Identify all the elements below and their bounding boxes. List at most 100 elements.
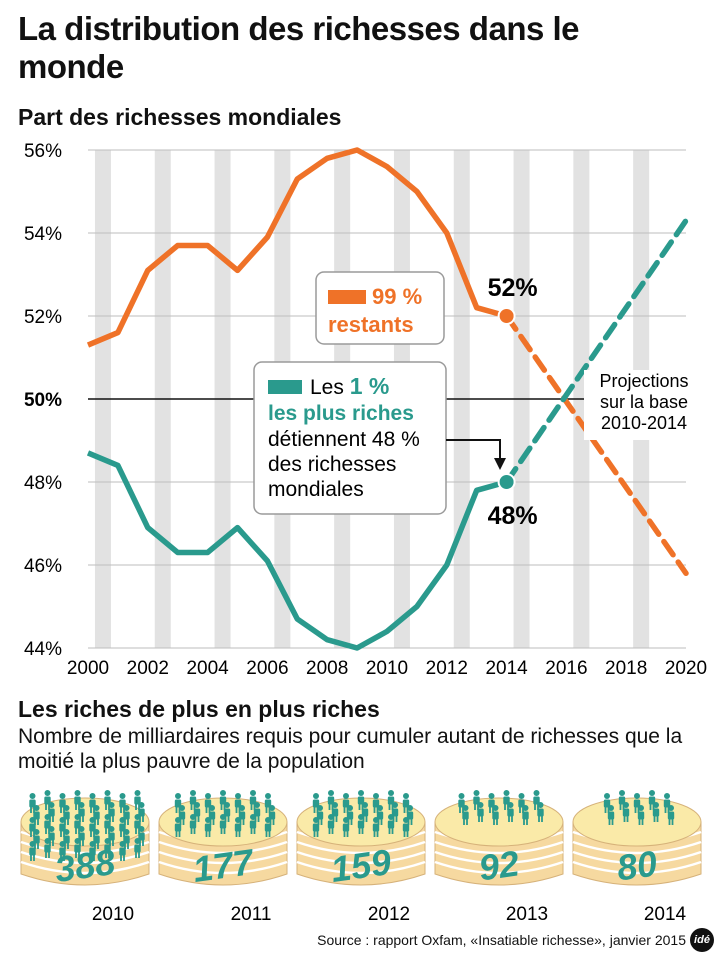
person-icon-leg (67, 843, 69, 849)
person-icon-body (204, 823, 212, 832)
person-icon-leg (403, 807, 406, 813)
person-icon-body (518, 799, 525, 808)
person-icon (653, 802, 659, 808)
callout-richest-text: des richesses (268, 453, 396, 476)
person-icon-body (249, 820, 257, 829)
person-icon-body (268, 811, 276, 820)
person-icon-leg (653, 816, 656, 822)
person-icon-body (48, 832, 55, 841)
person-icon-leg (496, 819, 498, 825)
legend-swatch-richest (268, 380, 302, 394)
person-icon-leg (358, 804, 361, 810)
person-icon-body (342, 799, 350, 808)
person-icon-leg (406, 807, 409, 813)
person-icon-leg (358, 828, 361, 834)
person-icon-leg (93, 807, 95, 813)
person-icon (638, 805, 644, 811)
x-tick-label: 2002 (127, 658, 169, 679)
person-icon-leg (105, 804, 107, 810)
person-icon-leg (67, 819, 69, 825)
person-icon-leg (265, 807, 268, 813)
projection-line-rest (503, 313, 689, 577)
person-icon-leg (224, 816, 227, 822)
person-icon-leg (138, 804, 140, 810)
person-icon (492, 805, 499, 811)
person-icon-leg (269, 819, 272, 825)
person-icon-leg (343, 807, 346, 813)
person-icon-leg (60, 807, 62, 813)
person-icon (119, 817, 126, 823)
person-icon-leg (90, 807, 92, 813)
person-icon-body (59, 847, 66, 856)
person-icon-leg (212, 819, 215, 825)
person-icon-body (342, 823, 350, 832)
person-icon-leg (272, 819, 275, 825)
person-icon (224, 802, 230, 808)
person-icon (205, 793, 211, 799)
billionaire-cake: 159 (296, 790, 426, 890)
billionaire-cake: 92 (434, 790, 564, 889)
person-icon-leg (79, 816, 81, 822)
person-icon (175, 793, 181, 799)
person-icon-body (193, 808, 201, 817)
person-icon (332, 802, 338, 808)
projection-note-text: sur la base (600, 392, 688, 412)
person-icon-leg (373, 807, 376, 813)
person-icon-leg (347, 819, 350, 825)
person-icon-leg (388, 804, 391, 810)
person-icon-leg (238, 831, 241, 837)
person-icon-body (234, 823, 242, 832)
projection-note-text: 2010-2014 (601, 413, 687, 433)
cake-year-label: 2013 (506, 904, 548, 925)
section2-description: Nombre de milliardaires requis pour cumu… (18, 725, 683, 773)
person-icon-leg (220, 804, 223, 810)
person-icon (138, 802, 145, 808)
person-icon (265, 817, 271, 823)
person-icon (649, 790, 655, 796)
person-icon-leg (37, 843, 39, 849)
callout-richest-line2: les plus riches (268, 402, 414, 425)
person-icon-leg (328, 828, 331, 834)
end-point-marker (497, 473, 516, 491)
person-icon (488, 793, 495, 799)
person-icon (533, 790, 540, 796)
person-icon-leg (667, 807, 670, 813)
person-icon (235, 817, 241, 823)
person-icon-leg (607, 807, 610, 813)
person-icon-body (402, 823, 410, 832)
cake-stripe (296, 850, 426, 865)
billionaire-cake: 177 (158, 790, 288, 890)
person-icon-leg (79, 840, 81, 846)
person-icon (254, 802, 260, 808)
value-label-bottom: 48% (488, 502, 538, 530)
person-icon-body (219, 796, 227, 805)
person-icon-body (119, 823, 126, 832)
person-icon-body (387, 820, 395, 829)
person-icon-leg (463, 819, 465, 825)
cake-stripe (20, 860, 150, 875)
person-icon-leg (668, 819, 671, 825)
person-icon-body (648, 796, 656, 805)
callout-richest-line1: Les 1 % (310, 373, 389, 399)
person-icon-body (134, 820, 141, 829)
person-icon-body (477, 808, 484, 817)
person-icon-body (89, 799, 96, 808)
cake-stripe (572, 860, 702, 875)
person-icon (44, 814, 51, 820)
person-icon-body (48, 808, 55, 817)
projection-note-bg (584, 370, 704, 440)
x-tick-label: 2012 (426, 658, 468, 679)
person-icon-leg (108, 852, 110, 858)
person-icon-body (507, 808, 514, 817)
person-icon (458, 793, 465, 799)
person-icon (93, 805, 100, 811)
person-icon-leg (190, 828, 193, 834)
person-icon-leg (78, 852, 80, 858)
person-icon-body (622, 808, 630, 817)
person-icon-body (93, 835, 100, 844)
person-icon-leg (138, 852, 140, 858)
person-icon (373, 817, 379, 823)
person-icon-leg (332, 816, 335, 822)
person-icon-leg (182, 819, 185, 825)
person-icon-leg (242, 819, 245, 825)
